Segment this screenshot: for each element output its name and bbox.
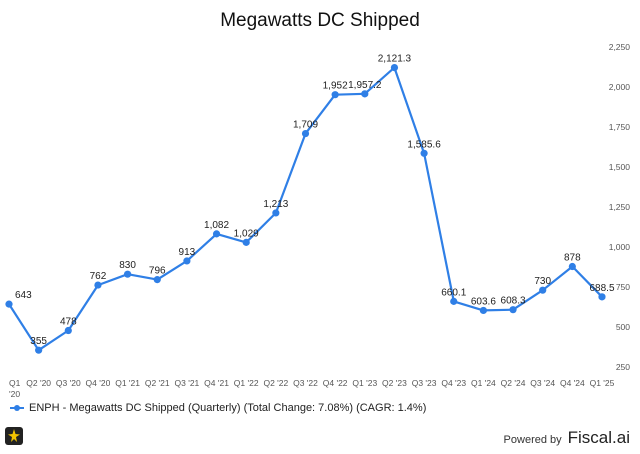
x-tick-label: Q2 '20 — [26, 378, 51, 388]
data-point[interactable] — [361, 90, 369, 98]
data-label: 688.5 — [589, 283, 614, 294]
data-point[interactable] — [35, 346, 43, 354]
x-tick-label: Q4 '21 — [204, 378, 229, 388]
data-point[interactable] — [598, 293, 606, 301]
data-points — [5, 63, 606, 354]
data-label: 913 — [179, 247, 196, 258]
data-point[interactable] — [124, 270, 132, 278]
data-label: 2,121.3 — [378, 54, 412, 65]
data-point[interactable] — [64, 326, 72, 335]
data-label: 1,082 — [204, 220, 229, 231]
data-point[interactable] — [420, 149, 428, 157]
y-tick-label: 1,000 — [609, 242, 631, 252]
x-tick-label: Q1'20 — [9, 378, 21, 399]
data-label: 608.3 — [501, 296, 526, 307]
y-tick-label: 1,750 — [609, 122, 631, 132]
data-point[interactable] — [509, 306, 517, 314]
x-tick-label: Q1 '22 — [234, 378, 259, 388]
chart-title: Megawatts DC Shipped — [220, 10, 420, 31]
data-label: 603.6 — [471, 296, 496, 307]
data-label: 762 — [90, 271, 107, 282]
data-point[interactable] — [568, 262, 576, 271]
data-label: 830 — [119, 260, 136, 271]
y-tick-label: 500 — [616, 322, 630, 332]
x-tick-label: Q1 '23 — [352, 378, 377, 388]
x-tick-label: Q3 '22 — [293, 378, 318, 388]
legend-label: ENPH - Megawatts DC Shipped (Quarterly) … — [29, 402, 427, 414]
x-tick-label: Q3 '24 — [530, 378, 555, 388]
legend-line-icon — [10, 403, 24, 413]
x-tick-label: Q4 '20 — [86, 378, 111, 388]
data-labels: 643 355 478 762 830 796 913 1,082 1,029 1,213 1,70… — [15, 54, 615, 348]
data-point[interactable] — [5, 300, 13, 308]
x-tick-label: Q2 '21 — [145, 378, 170, 388]
data-label: 1,952 — [323, 81, 348, 92]
powered-by-text: Powered by — [503, 434, 562, 446]
data-point[interactable] — [242, 238, 250, 246]
y-tick-label: 2,000 — [609, 82, 631, 92]
x-tick-label: Q4 '24 — [560, 378, 585, 388]
company-logo-icon — [5, 427, 23, 445]
data-point[interactable] — [390, 63, 399, 72]
x-tick-label: Q2 '23 — [382, 378, 407, 388]
data-label: 1,957.2 — [348, 80, 382, 91]
x-tick-label: Q4 '22 — [323, 378, 348, 388]
x-tick-label: Q1 '21 — [115, 378, 140, 388]
data-label: 1,213 — [263, 199, 288, 210]
data-point[interactable] — [272, 209, 280, 217]
x-tick-label: Q1 '24 — [471, 378, 496, 388]
y-tick-label: 1,250 — [609, 202, 631, 212]
footer-branding: Powered by Fiscal.ai — [504, 428, 630, 448]
data-point[interactable] — [153, 276, 161, 284]
data-label: 1,029 — [234, 228, 259, 239]
x-tick-label: Q3 '23 — [412, 378, 437, 388]
data-point[interactable] — [94, 281, 102, 289]
data-label: 730 — [534, 276, 551, 287]
data-point[interactable] — [212, 230, 221, 238]
y-tick-label: 750 — [616, 282, 630, 292]
x-tick-label: Q2 '22 — [263, 378, 288, 388]
data-point[interactable] — [301, 129, 310, 138]
data-label: 478 — [60, 317, 77, 328]
data-label: 1,585.6 — [407, 139, 441, 150]
data-point[interactable] — [183, 257, 191, 265]
data-point[interactable] — [479, 306, 487, 315]
data-label: 878 — [564, 253, 581, 264]
y-axis-ticks: 250 500 750 1,000 1,250 1,500 1,750 2,000 2,250 — [609, 42, 631, 372]
brand-name: Fiscal.ai — [567, 428, 630, 447]
x-tick-label: Q1 '25 — [590, 378, 615, 388]
data-point[interactable] — [450, 297, 458, 305]
data-label: 355 — [30, 336, 47, 347]
y-tick-label: 250 — [616, 362, 630, 372]
x-axis-ticks: Q1'20 Q2 '20 Q3 '20 Q4 '20 Q1 '21 Q2 '21 Q3 '2… — [9, 378, 615, 399]
x-tick-label: Q2 '24 — [501, 378, 526, 388]
data-label: 660.1 — [441, 287, 466, 298]
data-label: 643 — [15, 290, 32, 301]
y-tick-label: 1,500 — [609, 162, 631, 172]
data-label: 796 — [149, 266, 166, 277]
y-tick-label: 2,250 — [609, 42, 631, 52]
x-tick-label: Q3 '20 — [56, 378, 81, 388]
legend[interactable]: ENPH - Megawatts DC Shipped (Quarterly) … — [10, 402, 426, 414]
x-tick-label: Q4 '23 — [441, 378, 466, 388]
data-point[interactable] — [331, 91, 339, 99]
data-label: 1,709 — [293, 120, 318, 131]
data-point[interactable] — [539, 286, 547, 294]
x-tick-label: Q3 '21 — [175, 378, 200, 388]
